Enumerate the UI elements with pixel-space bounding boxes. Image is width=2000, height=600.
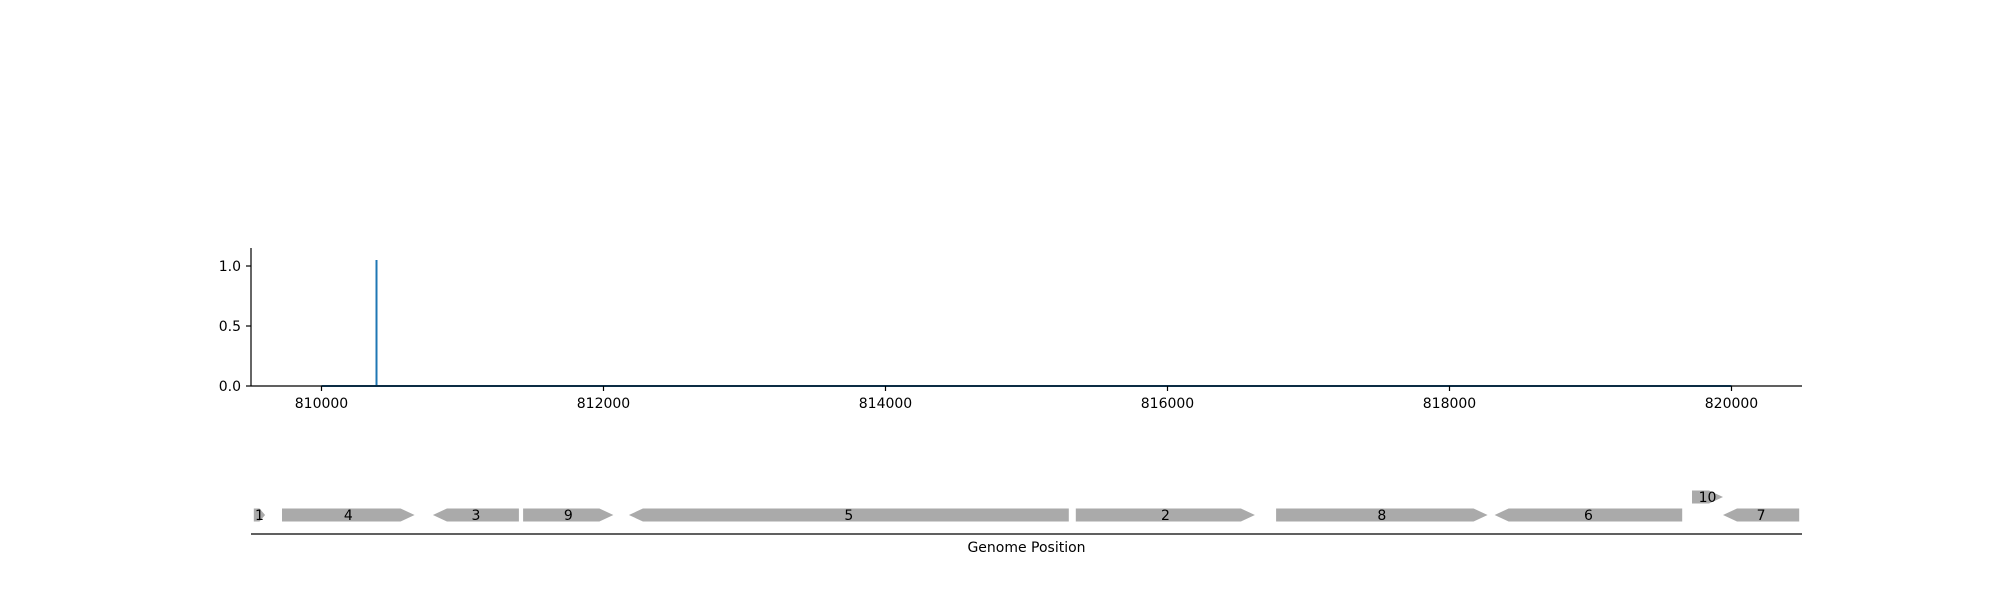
x-tick-label: 818000: [1423, 396, 1476, 412]
gene-10: 10: [1692, 490, 1723, 506]
gene-label: 3: [471, 508, 480, 524]
gene-arrow: [1276, 508, 1488, 522]
gene-arrow: [253, 508, 266, 522]
gene-arrow: [1692, 490, 1723, 504]
gene-label: 1: [255, 508, 264, 524]
y-tick-label: 0.0: [219, 379, 241, 395]
gene-label: 7: [1757, 508, 1766, 524]
gene-3: 3: [432, 508, 519, 524]
gene-arrow: [1494, 508, 1683, 522]
gene-5: 5: [628, 508, 1069, 524]
gene-label: 8: [1377, 508, 1386, 524]
coverage-line-layer: [321, 260, 1732, 387]
y-tick-label: 1.0: [219, 259, 241, 275]
x-tick-label: 814000: [859, 396, 912, 412]
gene-track: 1 4 3 9 5 2 8 6 10 7 Genome Position: [251, 490, 1802, 556]
y-tick-label: 0.5: [219, 319, 241, 335]
gene-label: 10: [1699, 490, 1717, 506]
gene-layer: 1 4 3 9 5 2 8 6 10 7: [253, 490, 1800, 524]
gene-label: 2: [1161, 508, 1170, 524]
gene-arrow: [523, 508, 614, 522]
gene-1: 1: [253, 508, 266, 524]
x-tick-label: 810000: [295, 396, 348, 412]
gene-7: 7: [1723, 508, 1800, 524]
y-ticks: 0.0 0.5 1.0: [219, 259, 251, 395]
gene-label: 6: [1584, 508, 1593, 524]
gene-6: 6: [1494, 508, 1683, 524]
x-tick-label: 820000: [1705, 396, 1758, 412]
gene-8: 8: [1276, 508, 1488, 524]
x-tick-label: 816000: [1141, 396, 1194, 412]
coverage-plot: 810000 812000 814000 816000 818000 820000 0.0…: [219, 248, 1802, 412]
track-x-axis-title: Genome Position: [967, 540, 1085, 556]
x-ticks: 810000 812000 814000 816000 818000 820000: [295, 386, 1758, 412]
gene-label: 5: [844, 508, 853, 524]
gene-arrow: [1723, 508, 1800, 522]
gene-9: 9: [523, 508, 614, 524]
gene-arrow: [432, 508, 519, 522]
coverage-series-line: [321, 260, 1732, 387]
gene-label: 9: [564, 508, 573, 524]
gene-arrow: [1075, 508, 1255, 522]
x-tick-label: 812000: [577, 396, 630, 412]
gene-4: 4: [282, 508, 415, 524]
gene-arrow: [628, 508, 1069, 522]
gene-label: 4: [344, 508, 353, 524]
gene-arrow: [282, 508, 415, 522]
gene-2: 2: [1075, 508, 1255, 524]
